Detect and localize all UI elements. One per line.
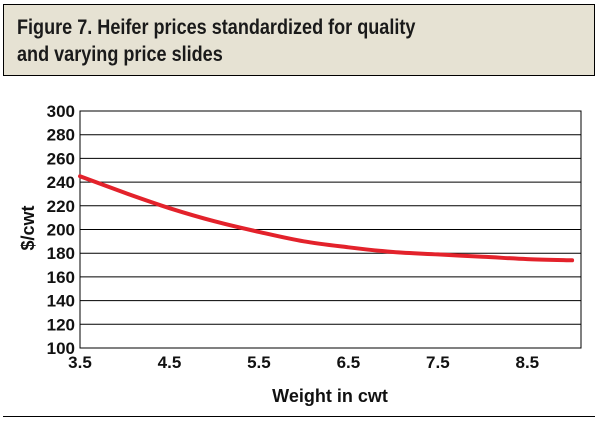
x-tick-label: 4.5 xyxy=(158,353,182,372)
x-tick-label: 6.5 xyxy=(337,353,361,372)
figure-title-line-1: Figure 7. Heifer prices standardized for… xyxy=(17,16,416,39)
y-tick-label: 180 xyxy=(47,244,75,263)
y-tick-label: 220 xyxy=(47,197,75,216)
y-tick-label: 260 xyxy=(47,149,75,168)
y-tick-label: 240 xyxy=(47,173,75,192)
figure-title-box: Figure 7. Heifer prices standardized for… xyxy=(3,4,595,76)
x-tick-label: 7.5 xyxy=(426,353,450,372)
y-tick-label: 300 xyxy=(47,102,75,121)
y-tick-label: 160 xyxy=(47,268,75,287)
y-axis-label: $/cwt xyxy=(18,205,38,250)
y-tick-label: 140 xyxy=(47,292,75,311)
x-tick-labels: 3.5 4.5 5.5 6.5 7.5 8.5 xyxy=(68,353,539,372)
grid-lines xyxy=(80,110,581,349)
x-tick-label: 3.5 xyxy=(68,353,92,372)
x-tick-label: 5.5 xyxy=(247,353,271,372)
x-axis-label: Weight in cwt xyxy=(272,386,388,406)
y-tick-label: 280 xyxy=(47,126,75,145)
y-tick-label: 100 xyxy=(47,339,75,358)
x-tick-label: 8.5 xyxy=(516,353,540,372)
bottom-rule xyxy=(3,416,595,417)
figure-title-line-2: and varying price slides xyxy=(17,43,223,66)
y-tick-label: 120 xyxy=(47,315,75,334)
series-line xyxy=(78,174,575,263)
y-tick-label: 200 xyxy=(47,221,75,240)
y-tick-labels: 100 120 140 160 180 200 220 240 260 280 300 xyxy=(47,102,75,358)
